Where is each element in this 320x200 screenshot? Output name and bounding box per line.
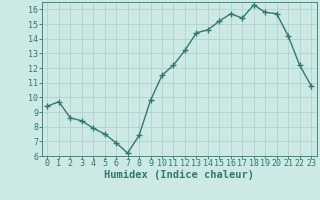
- X-axis label: Humidex (Indice chaleur): Humidex (Indice chaleur): [104, 170, 254, 180]
